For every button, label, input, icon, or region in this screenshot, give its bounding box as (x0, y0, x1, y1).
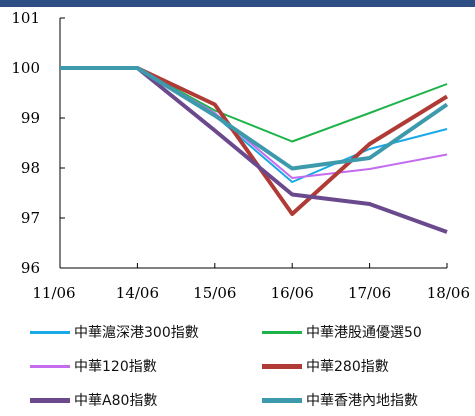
y-tick-label: 97 (21, 209, 40, 227)
chart-axes: 96 97 98 99 100 101 11/06 14/06 15/06 16/06 17/06 1… (11, 9, 470, 302)
legend-item: 中華A80指數 (30, 390, 157, 410)
legend-label: 中華A80指數 (74, 393, 158, 409)
top-accent-bar (0, 0, 475, 7)
chart-legend: 中華滬深港300指數 中華港股通優選50 中華120指數 中華280指數中華A80指數… (30, 316, 470, 412)
x-tick-label: 18/06 (427, 284, 470, 302)
legend-swatch (262, 330, 302, 334)
line-chart: 96 97 98 99 100 101 11/06 14/06 15/06 16/06 17/06 1… (11, 9, 470, 302)
legend-swatch (262, 363, 302, 369)
legend-item: 中華滬深港300指數 (30, 322, 199, 342)
x-tick-label: 14/06 (116, 284, 159, 302)
legend-item: 中華香港內地指數 (262, 390, 418, 410)
y-tick-label: 98 (21, 159, 40, 177)
legend-label: 中華港股通優選50 (306, 325, 422, 341)
x-tick-label: 15/06 (193, 284, 236, 302)
legend-label: 中華香港內地指數 (306, 393, 418, 409)
legend-label: 中華280指數 (306, 359, 389, 375)
legend-label: 中華滬深港300指數 (74, 325, 199, 341)
legend-item: 中華120指數 (30, 356, 157, 376)
series-line-6 (60, 66, 449, 171)
x-tick-label: 16/06 (271, 284, 314, 302)
legend-swatch (30, 364, 70, 368)
legend-swatch (30, 397, 70, 403)
y-tick-label: 96 (21, 259, 40, 277)
legend-item: 中華280指數 (262, 356, 389, 376)
legend-label: 中華120指數 (74, 359, 157, 375)
legend-swatch (30, 330, 70, 334)
y-tick-label: 101 (11, 9, 40, 27)
y-tick-label: 100 (11, 59, 40, 77)
y-tick-label: 99 (21, 109, 40, 127)
legend-swatch (262, 397, 302, 403)
x-tick-label: 11/06 (32, 284, 75, 302)
x-tick-label: 17/06 (348, 284, 391, 302)
legend-item: 中華港股通優選50 (262, 322, 422, 342)
chart-series-lines (60, 66, 449, 234)
